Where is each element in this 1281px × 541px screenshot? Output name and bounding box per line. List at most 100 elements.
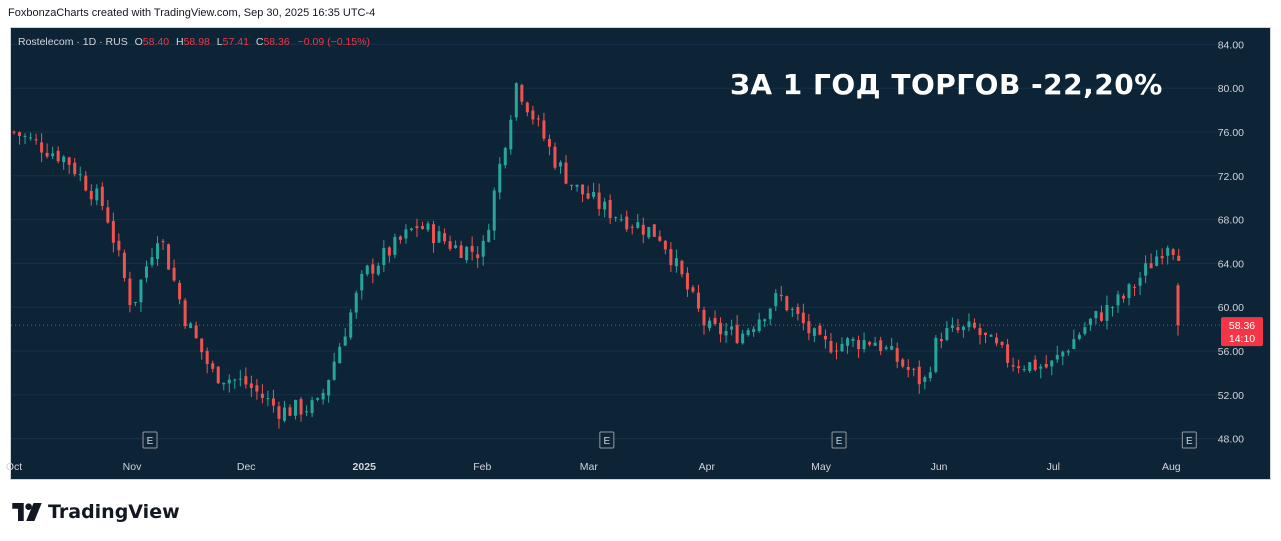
candle-body[interactable] xyxy=(1000,341,1004,346)
candle-body[interactable] xyxy=(227,379,231,384)
candle-body[interactable] xyxy=(200,338,204,353)
candle-body[interactable] xyxy=(586,193,590,199)
candle-body[interactable] xyxy=(536,118,540,120)
candle-body[interactable] xyxy=(398,236,402,240)
candle-body[interactable] xyxy=(1149,263,1153,269)
candle-body[interactable] xyxy=(139,279,143,303)
candle-body[interactable] xyxy=(23,135,27,137)
candle-body[interactable] xyxy=(779,294,783,297)
last-price-tag[interactable] xyxy=(1221,317,1263,347)
candle-body[interactable] xyxy=(525,102,529,113)
candle-body[interactable] xyxy=(426,223,430,230)
candle-body[interactable] xyxy=(547,138,551,147)
candle-body[interactable] xyxy=(658,236,662,241)
candle-body[interactable] xyxy=(29,137,33,139)
candle-body[interactable] xyxy=(581,184,585,195)
candle-body[interactable] xyxy=(818,325,822,335)
earnings-marker[interactable] xyxy=(1181,431,1197,449)
candle-body[interactable] xyxy=(553,146,557,168)
candle-body[interactable] xyxy=(890,346,894,350)
candle-body[interactable] xyxy=(216,366,220,384)
candle-body[interactable] xyxy=(669,249,673,266)
candle-body[interactable] xyxy=(708,320,712,329)
candle-body[interactable] xyxy=(492,190,496,231)
candle-body[interactable] xyxy=(592,191,596,197)
candle-body[interactable] xyxy=(167,244,171,270)
candle-body[interactable] xyxy=(387,247,391,256)
candle-body[interactable] xyxy=(1166,247,1170,256)
candle-body[interactable] xyxy=(895,348,899,362)
candle-body[interactable] xyxy=(481,240,485,257)
candle-body[interactable] xyxy=(1083,327,1087,334)
candle-body[interactable] xyxy=(354,292,358,313)
candle-body[interactable] xyxy=(271,398,275,406)
candle-body[interactable] xyxy=(316,398,320,400)
candle-body[interactable] xyxy=(945,327,949,340)
candle-body[interactable] xyxy=(1066,351,1070,353)
candle-body[interactable] xyxy=(741,333,745,344)
candle-body[interactable] xyxy=(321,392,325,400)
candle-body[interactable] xyxy=(509,119,513,150)
candle-body[interactable] xyxy=(663,240,667,250)
candle-body[interactable] xyxy=(62,156,66,163)
candle-body[interactable] xyxy=(349,312,353,338)
candle-body[interactable] xyxy=(503,147,507,166)
candle-body[interactable] xyxy=(255,385,259,392)
candle-body[interactable] xyxy=(470,245,474,252)
candle-body[interactable] xyxy=(18,132,22,136)
candle-body[interactable] xyxy=(575,184,579,187)
candle-body[interactable] xyxy=(244,376,248,385)
candle-body[interactable] xyxy=(343,336,347,346)
candle-body[interactable] xyxy=(989,335,993,337)
candle-body[interactable] xyxy=(1171,249,1175,255)
candle-body[interactable] xyxy=(161,241,165,243)
candle-body[interactable] xyxy=(476,254,480,259)
candle-body[interactable] xyxy=(1176,285,1180,326)
candle-body[interactable] xyxy=(233,379,237,381)
candle-body[interactable] xyxy=(122,252,126,278)
candle-body[interactable] xyxy=(531,110,535,120)
candle-body[interactable] xyxy=(928,372,932,379)
candle-body[interactable] xyxy=(691,287,695,292)
candle-body[interactable] xyxy=(840,343,844,352)
candle-body[interactable] xyxy=(702,309,706,326)
candle-body[interactable] xyxy=(1039,366,1043,369)
candle-body[interactable] xyxy=(570,184,574,186)
candle-body[interactable] xyxy=(211,363,215,369)
candle-body[interactable] xyxy=(713,317,717,324)
candle-body[interactable] xyxy=(459,245,463,258)
candle-body[interactable] xyxy=(1033,359,1037,370)
candle-body[interactable] xyxy=(117,240,121,251)
candle-body[interactable] xyxy=(106,207,110,223)
candle-body[interactable] xyxy=(294,399,298,416)
candle-body[interactable] xyxy=(1155,256,1159,266)
candle-body[interactable] xyxy=(393,236,397,255)
candle-body[interactable] xyxy=(1094,311,1098,319)
candle-body[interactable] xyxy=(906,366,910,370)
candle-body[interactable] xyxy=(542,120,546,139)
candle-body[interactable] xyxy=(249,383,253,388)
candle-body[interactable] xyxy=(730,326,734,330)
candle-body[interactable] xyxy=(619,219,623,221)
candle-body[interactable] xyxy=(978,328,982,336)
candle-body[interactable] xyxy=(432,224,436,244)
candle-body[interactable] xyxy=(923,377,927,382)
candle-body[interactable] xyxy=(205,350,209,365)
candle-body[interactable] xyxy=(1017,366,1021,369)
candle-body[interactable] xyxy=(409,228,413,231)
candle-body[interactable] xyxy=(785,296,789,311)
candle-body[interactable] xyxy=(1044,364,1048,368)
candle-body[interactable] xyxy=(961,326,965,331)
candle-body[interactable] xyxy=(45,152,49,157)
candle-body[interactable] xyxy=(1144,263,1148,276)
candle-body[interactable] xyxy=(735,324,739,343)
candle-body[interactable] xyxy=(647,227,651,238)
candle-body[interactable] xyxy=(415,226,419,229)
candle-body[interactable] xyxy=(950,325,954,328)
candle-body[interactable] xyxy=(967,321,971,328)
candle-body[interactable] xyxy=(603,201,607,210)
candle-body[interactable] xyxy=(73,162,77,175)
candle-body[interactable] xyxy=(51,153,55,157)
candle-body[interactable] xyxy=(376,265,380,275)
candle-body[interactable] xyxy=(564,162,568,184)
